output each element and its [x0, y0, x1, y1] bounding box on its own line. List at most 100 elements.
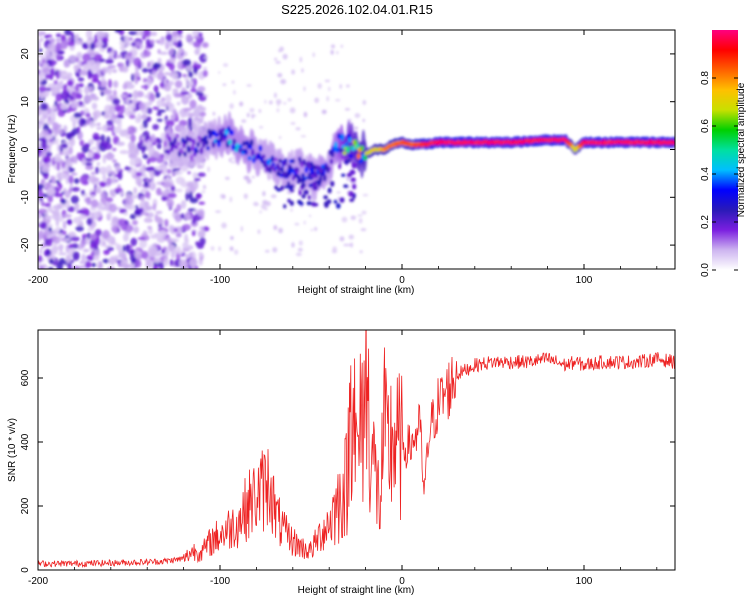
spectrogram-cell: [70, 195, 79, 204]
spectrogram-cell: [199, 226, 204, 230]
spectrogram-cell: [194, 48, 201, 56]
colorbar-gradient: [712, 30, 738, 270]
spectrogram-cell: [135, 41, 142, 47]
spectrogram-cell: [306, 201, 312, 206]
spectrogram-cell: [81, 118, 87, 125]
spectrogram-x-ticks: -200 -100 0 100: [28, 30, 658, 286]
spectrogram-cell: [317, 83, 322, 89]
spectrogram-cell: [70, 100, 80, 109]
spectrogram-cell: [93, 255, 100, 261]
spectrogram-cell: [59, 40, 68, 50]
spectrogram-cell: [295, 252, 302, 257]
spectrogram-cell: [180, 199, 187, 209]
spectrogram-cell: [240, 225, 243, 232]
spectrogram-cell: [58, 50, 64, 55]
spectrogram-cell: [124, 55, 133, 60]
spectrogram-cell: [142, 119, 148, 129]
spectrogram-cell: [45, 73, 52, 79]
spectrogram-cell: [144, 180, 149, 188]
spectrogram-cell: [66, 219, 73, 225]
spectrogram-cell: [309, 214, 312, 217]
spectrogram-cell: [105, 89, 113, 95]
spectrogram-cell: [53, 209, 60, 218]
spectrogram-cell: [153, 85, 159, 93]
snr-y-tick-label: 200: [20, 497, 31, 514]
spectrogram-cell: [71, 91, 76, 96]
spectrogram-cell: [173, 92, 181, 98]
spectrogram-cell: [167, 136, 172, 143]
spectrogram-cell: [134, 210, 142, 216]
spectrogram-cell: [49, 175, 56, 181]
spectrogram-cell: [176, 203, 182, 212]
spectrogram-cell: [193, 66, 198, 75]
spectrogram-cell: [297, 247, 303, 252]
spectrogram-cell: [200, 229, 205, 232]
spectrogram-cell: [137, 112, 141, 122]
spectrogram-cell: [50, 246, 58, 255]
spectrogram-cell: [50, 110, 56, 119]
spectrogram-cell: [151, 70, 157, 76]
spectrogram-cell: [239, 101, 244, 107]
spectrogram-cell: [187, 117, 193, 125]
spectrogram-cell: [231, 80, 235, 84]
spectrogram-cell: [116, 115, 125, 119]
spectrogram-cell: [40, 91, 44, 100]
spectrogram-cell: [567, 142, 572, 145]
spectrogram-cell: [288, 166, 293, 171]
spectrogram-cell: [350, 177, 356, 182]
spectrogram-cell: [44, 34, 49, 39]
spectrogram-cell: [309, 161, 314, 167]
spectrogram-cell: [164, 219, 169, 228]
spectrogram-cell: [159, 51, 168, 55]
spectrogram-cell: [346, 176, 351, 182]
spectrogram-cell: [155, 210, 163, 215]
spectrogram-cell: [106, 94, 111, 102]
spectrogram-cell: [96, 210, 102, 218]
spectrogram-cell: [120, 94, 128, 98]
spectrogram-cell: [74, 202, 80, 211]
spectrogram-cell: [82, 248, 90, 253]
spectrogram-cell: [42, 67, 51, 74]
spectrogram-cell: [283, 102, 287, 105]
spectrogram-cell: [246, 112, 250, 118]
spectrogram-cell: [164, 72, 171, 76]
spectrogram-cell: [280, 166, 285, 173]
spectrogram-cell: [282, 53, 288, 60]
spectrogram-cell: [339, 236, 345, 242]
spectrogram-cell: [170, 238, 179, 243]
spectrogram-cell: [188, 136, 193, 143]
spectrogram-cell: [204, 139, 209, 146]
spectrogram-cell: [40, 202, 46, 207]
spectrogram-cell: [54, 129, 64, 135]
spectrogram-cell: [67, 86, 75, 92]
spectrogram-cell: [149, 39, 155, 45]
spectrogram-cell: [244, 149, 249, 155]
spectrogram-cell: [68, 138, 76, 147]
spectrogram-cell: [141, 135, 146, 141]
spectrogram-cell: [165, 33, 173, 42]
spectrogram-cell: [58, 184, 63, 189]
spectrogram-cell: [53, 157, 62, 162]
spectrogram-cell: [89, 233, 98, 240]
spectrogram-cell: [332, 246, 337, 253]
spectrogram-cell: [229, 103, 234, 110]
spectrogram-cell: [166, 198, 175, 208]
spectrogram-cell: [92, 211, 98, 220]
spectrogram-cell: [157, 57, 162, 65]
spectrogram-cell: [55, 217, 60, 227]
spectrogram-cell: [152, 124, 160, 131]
spectrogram-cell: [51, 104, 57, 110]
spectrogram-cell: [140, 85, 150, 89]
spectrogram-cell: [218, 246, 221, 252]
spectrogram-y-tick-label: -20: [20, 237, 31, 252]
spectrogram-cell: [169, 259, 174, 267]
spectrogram-cell: [249, 139, 254, 147]
spectrogram-cell: [86, 228, 95, 232]
spectrogram-cell: [196, 141, 201, 148]
spectrogram-cell: [197, 85, 206, 93]
spectrogram-cell: [148, 99, 153, 106]
spectrogram-cell: [102, 69, 106, 75]
spectrogram-cell: [150, 179, 154, 189]
spectrogram-cell: [58, 244, 64, 250]
spectrogram-cell: [363, 155, 368, 160]
